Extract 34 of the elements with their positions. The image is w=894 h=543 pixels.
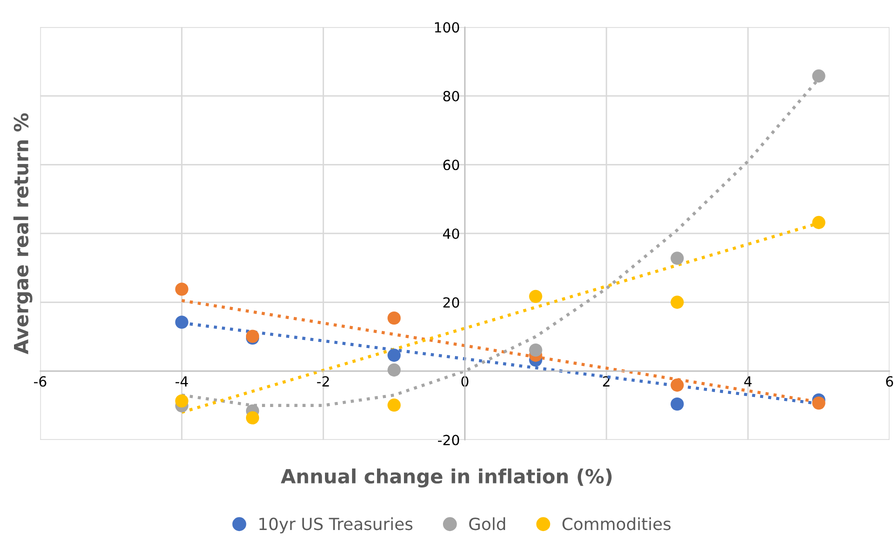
legend-label: Gold	[469, 517, 506, 530]
x-tick-label: -2	[317, 376, 329, 386]
y-axis-title: Avergae real return %	[13, 113, 32, 354]
point	[670, 378, 684, 392]
point	[175, 282, 188, 296]
y-tick-label: 20	[443, 297, 460, 308]
y-tick-label: 80	[443, 90, 460, 102]
point	[670, 397, 684, 411]
x-tick-label: 4	[744, 376, 752, 386]
legend-label: 10yr US Treasuries	[259, 517, 412, 534]
point	[246, 411, 260, 424]
x-tick-label: -4	[176, 376, 188, 386]
x-tick-label: 6	[886, 376, 894, 387]
point	[812, 69, 826, 83]
point	[388, 348, 401, 362]
legend-label: Commodities	[562, 517, 671, 530]
y-tick-label: 60	[443, 160, 460, 170]
point	[529, 290, 542, 304]
y-tick-label: 100	[435, 22, 460, 33]
point	[670, 296, 684, 309]
point	[812, 396, 826, 410]
x-tick-label: 0	[461, 376, 468, 387]
point	[388, 398, 401, 412]
x-axis-title: Annual change in inflation (%)	[280, 468, 612, 488]
point	[812, 216, 826, 230]
point	[388, 312, 401, 325]
point	[670, 252, 684, 265]
point	[175, 316, 188, 329]
point	[529, 343, 542, 357]
point	[175, 394, 188, 408]
y-tick-label: -20	[438, 434, 460, 446]
x-tick-label: -6	[34, 376, 46, 387]
y-tick-label: 40	[443, 228, 460, 239]
point	[388, 363, 401, 377]
